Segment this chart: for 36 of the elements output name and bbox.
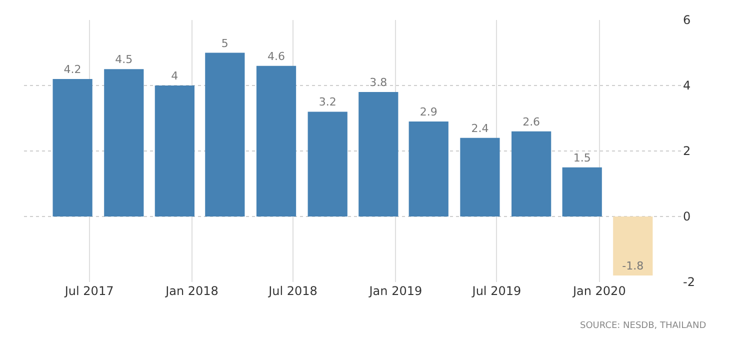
y-tick-label: 2 [683,144,691,158]
y-tick-label: 6 [683,13,691,28]
data-label: -1.8 [622,259,644,272]
data-label: 1.5 [573,151,591,164]
bar [256,66,296,216]
bar [358,92,398,216]
bar [104,69,144,216]
bar [308,112,348,216]
data-label: 2.6 [522,115,540,128]
bar [154,86,194,216]
bar [562,167,602,216]
source-note: SOURCE: NESDB, THAILAND [580,321,706,331]
y-tick-label: -2 [683,275,695,290]
bar [408,122,448,216]
x-tick-label: Jul 2019 [471,284,522,298]
data-label: 4.6 [268,50,286,63]
data-label: 3.8 [370,76,388,90]
data-label: 3.2 [318,96,336,109]
y-tick-label: 0 [683,210,691,224]
bar [52,78,92,216]
x-tick-label: Jul 2018 [268,284,318,298]
data-label: 4.5 [115,53,133,66]
x-tick-label: Jul 2017 [64,284,114,298]
data-label: 4 [171,70,178,82]
bar [205,52,245,216]
x-tick-label: Jan 2020 [572,284,626,298]
data-label: 2.4 [471,122,489,135]
y-tick-label: 4 [683,78,691,93]
data-label: 5 [221,36,228,50]
data-label: 2.9 [420,106,438,119]
data-label: 4.2 [64,62,82,76]
x-tick-label: Jan 2018 [164,284,218,298]
bar [512,131,552,216]
bar [613,216,653,276]
bar [460,138,500,216]
x-tick-label: Jan 2019 [368,284,422,298]
